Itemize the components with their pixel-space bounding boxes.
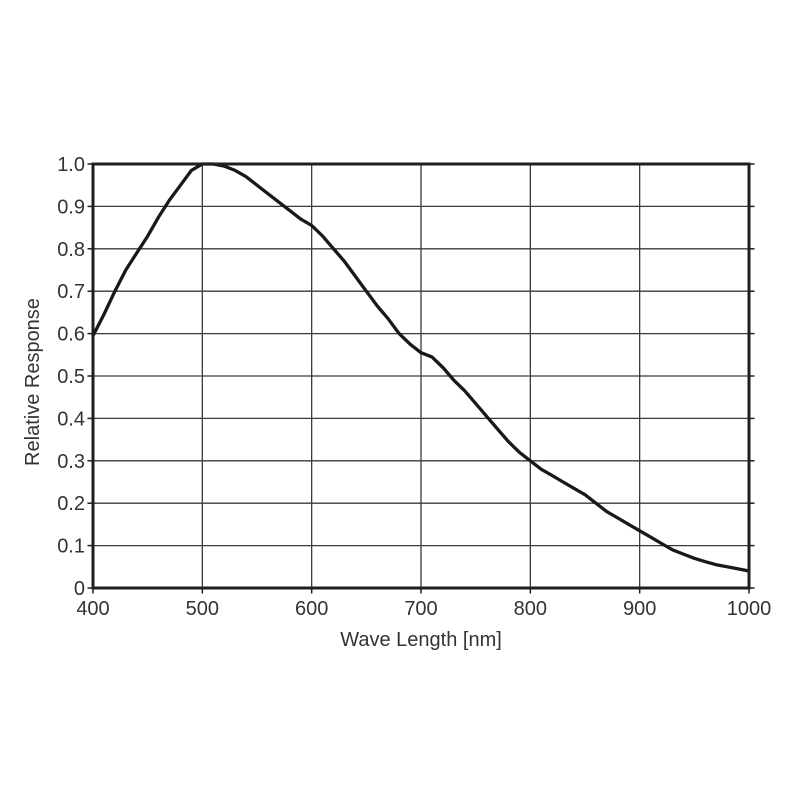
x-tick-label: 900: [623, 598, 656, 620]
x-tick-label: 400: [76, 598, 109, 620]
x-tick-labels: 400 500 600 700 800 900 1000: [76, 598, 771, 620]
plot-frame: [91, 162, 751, 590]
y-tick-label: 0.8: [57, 239, 85, 261]
x-tick-label: 600: [295, 598, 328, 620]
x-tick-label: 700: [404, 598, 437, 620]
y-tick-label: 0.3: [57, 451, 85, 473]
y-tick-label: 0.7: [57, 281, 85, 303]
y-tick-label: 0.9: [57, 196, 85, 218]
y-tick-label: 0.5: [57, 366, 85, 388]
x-tick-label: 1000: [727, 598, 772, 620]
y-tick-label: 0: [74, 578, 85, 600]
y-tick-label: 0.4: [57, 408, 85, 430]
x-tick-label: 500: [186, 598, 219, 620]
x-tick-label: 800: [514, 598, 547, 620]
y-tick-label: 0.1: [57, 536, 85, 558]
y-tick-label: 0.6: [57, 324, 85, 346]
y-tick-label: 0.2: [57, 493, 85, 515]
y-axis-title: Relative Response: [22, 298, 44, 466]
y-tick-labels: 0 0.1 0.2 0.3 0.4 0.5 0.6 0.7 0.8 0.9 1.0: [57, 154, 85, 600]
y-tick-label: 1.0: [57, 154, 85, 176]
x-axis-title: Wave Length [nm]: [340, 629, 502, 651]
